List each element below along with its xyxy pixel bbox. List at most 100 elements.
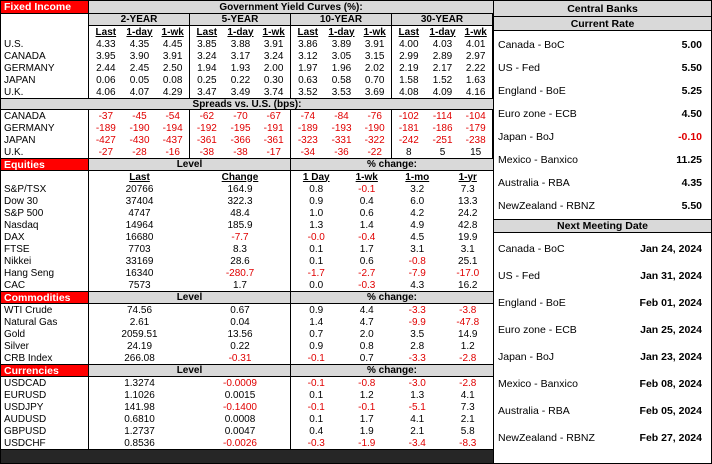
spread-row-value: -251 (432, 134, 453, 146)
currency-row-change: -0.0026 (190, 437, 291, 449)
commodity-row-change: 0.67 (190, 304, 291, 316)
equity-row-pct: 4.2 (410, 207, 425, 219)
equity-row: FTSE 7703 8.3 0.1 1.7 3.1 3.1 (1, 243, 493, 255)
equity-row-change: -280.7 (190, 267, 291, 279)
spread-row-value: -104 (459, 110, 493, 122)
equity-row-pct: 1.7 (359, 243, 374, 255)
yield-row-value: 3.95 (96, 50, 116, 62)
equity-row-pct: -2.7 (358, 267, 376, 279)
commodity-row-pct: -3.3 (408, 352, 426, 364)
rate-row-label: Euro zone - ECB (498, 107, 577, 120)
spread-row-value: -38 (199, 146, 215, 158)
currency-row-pct: 1.3 (410, 389, 425, 401)
currency-row-pct: 0.4 (309, 425, 324, 437)
commodity-row-pct: -47.8 (456, 316, 480, 328)
currency-row-last: 1.3274 (124, 377, 155, 389)
equity-row-pct: -1.7 (307, 267, 325, 279)
yield-row-value: 3.86 (298, 38, 318, 50)
equity-row-pct: 19.9 (458, 231, 478, 243)
yield-row-value: 2.00 (257, 62, 291, 74)
commodity-row-pct: 0.8 (359, 340, 374, 352)
spread-row-label: JAPAN (1, 134, 89, 146)
equity-row-label: Hang Seng (1, 267, 89, 279)
rate-row: Japan - BoJ -0.10 (494, 131, 711, 143)
equity-row-last: 33169 (125, 255, 154, 267)
rate-row: England - BoE 5.25 (494, 85, 711, 97)
maturity-spacer (1, 14, 89, 26)
central-banks-title: Central Banks (494, 1, 711, 17)
commodity-row-label: Gold (1, 328, 89, 340)
yield-row-value: 4.00 (399, 38, 419, 50)
currency-row-change: 0.0015 (190, 389, 291, 401)
rate-row: Canada - BoC 5.00 (494, 39, 711, 51)
rate-row: US - Fed 5.50 (494, 62, 711, 74)
equity-row: Hang Seng 16340 -280.7 -1.7 -2.7 -7.9 -17.0 (1, 267, 493, 279)
equity-row-pct: -0.8 (408, 255, 426, 267)
commodity-row: WTI Crude 74.56 0.67 0.9 4.4 -3.3 -3.8 (1, 304, 493, 316)
yield-row-value: 1.97 (298, 62, 318, 74)
equity-row-pct: 6.0 (410, 195, 425, 207)
meeting-row: NewZealand - RBNZ Feb 27, 2024 (494, 432, 711, 444)
commodity-row-pct: 4.4 (359, 304, 374, 316)
currency-row-label: EURUSD (1, 389, 89, 401)
spread-row-value: -17 (257, 146, 291, 158)
rate-row-label: US - Fed (498, 61, 541, 74)
yield-row-value: 2.17 (432, 62, 453, 74)
equity-row-change: -7.7 (190, 231, 291, 243)
yield-row-value: 3.15 (358, 50, 392, 62)
yield-row-value: 0.22 (230, 74, 251, 86)
currencies-header-row: Currencies Level % change: (1, 364, 493, 377)
meeting-row-label: Euro zone - ECB (498, 323, 577, 336)
yield-row-value: 2.97 (459, 50, 493, 62)
spread-row-label: CANADA (1, 110, 89, 122)
commodity-row-pct: -0.1 (307, 352, 325, 364)
currency-row-pct: -0.8 (358, 377, 376, 389)
equities-colheader-spacer (1, 171, 89, 183)
yield-row-value: 4.45 (156, 38, 190, 50)
currency-row-pct: 7.3 (460, 401, 475, 413)
currency-row-label: USDCAD (1, 377, 89, 389)
spread-row-value: -189 (95, 122, 116, 134)
equity-row-pct: -0.3 (358, 279, 376, 291)
commodity-row-pct: 0.9 (309, 340, 324, 352)
yield-table-body: U.S. 4.33 4.35 4.45 3.85 3.88 3.91 3.86 3.89 3.91… (1, 38, 493, 98)
spread-row-value: -114 (432, 110, 453, 122)
yield-row-value: 4.35 (129, 38, 150, 50)
yield-row-value: 3.69 (358, 86, 392, 98)
spread-row-value: -28 (132, 146, 147, 158)
yield-row-value: 2.44 (96, 62, 116, 74)
yield-row-value: 0.05 (129, 74, 150, 86)
commodity-row-pct: 0.9 (309, 304, 324, 316)
equity-row-label: FTSE (1, 243, 89, 255)
yield-row-value: 3.24 (197, 50, 217, 62)
currency-row: AUDUSD 0.6810 0.0008 0.1 1.7 4.1 2.1 (1, 413, 493, 425)
commodities-section-label: Commodities (1, 292, 89, 303)
yield-colheader: 1-wk (358, 26, 392, 38)
rate-row-label: Mexico - Banxico (498, 153, 578, 166)
equity-row: Nikkei 33169 28.6 0.1 0.6 -0.8 25.1 (1, 255, 493, 267)
rate-row-value: 5.50 (681, 199, 702, 212)
equity-row-label: Dow 30 (1, 195, 89, 207)
spread-row-value: -74 (300, 110, 316, 122)
commodity-row-last: 24.19 (126, 340, 153, 352)
spread-row-value: -37 (98, 110, 114, 122)
equity-row: S&P/TSX 20766 164.9 0.8 -0.1 3.2 7.3 (1, 183, 493, 195)
yield-row-value: 0.70 (358, 74, 392, 86)
currency-row-pct: 1.9 (359, 425, 374, 437)
spread-row-value: -67 (257, 110, 291, 122)
currency-row-pct: 5.8 (460, 425, 475, 437)
yield-row-value: 1.94 (197, 62, 217, 74)
equity-row: Nasdaq 14964 185.9 1.3 1.4 4.9 42.8 (1, 219, 493, 231)
meeting-row: Australia - RBA Feb 05, 2024 (494, 405, 711, 417)
rate-row-label: Australia - RBA (498, 176, 570, 189)
commodity-row-pct: 3.5 (410, 328, 425, 340)
spread-row-value: -361 (257, 134, 291, 146)
currency-row-last: 0.6810 (124, 413, 155, 425)
equity-row-label: Nikkei (1, 255, 89, 267)
yield-row-value: 3.49 (230, 86, 251, 98)
next-meeting-header: Next Meeting Date (494, 219, 711, 233)
equity-row-pct: 4.5 (410, 231, 425, 243)
yield-colheader: 1-day (227, 26, 254, 38)
equity-row: DAX 16680 -7.7 -0.0 -0.4 4.5 19.9 (1, 231, 493, 243)
meeting-row: Mexico - Banxico Feb 08, 2024 (494, 378, 711, 390)
